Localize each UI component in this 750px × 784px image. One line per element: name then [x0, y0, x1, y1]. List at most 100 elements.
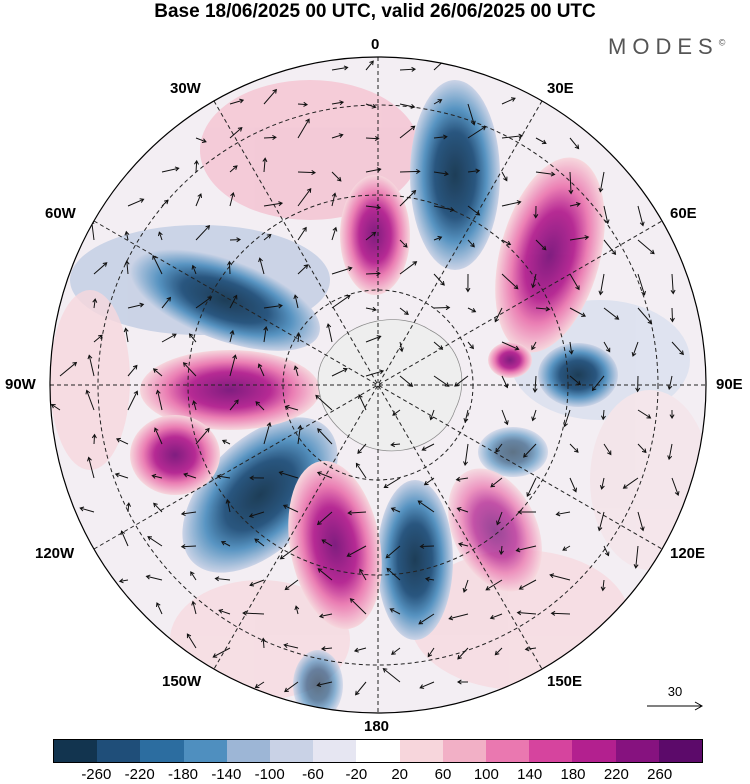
wind-arrow: [433, 235, 443, 241]
wind-arrow: [353, 647, 367, 653]
wind-arrow: [242, 610, 265, 616]
wind-arrow: [457, 647, 469, 660]
wind-arrow: [467, 341, 474, 350]
wind-arrow: [157, 231, 163, 241]
wind-arrow: [297, 264, 309, 275]
colorbar-tick-label: -100: [254, 766, 285, 783]
wind-arrow: [467, 239, 475, 248]
wind-arrow: [603, 205, 610, 225]
wind-arrow: [419, 681, 435, 689]
lon-label-90e: 90E: [716, 376, 743, 393]
wind-arrow: [455, 476, 469, 482]
wind-arrow: [365, 103, 377, 109]
wind-arrow: [467, 307, 477, 313]
wind-arrow: [182, 362, 197, 377]
wind-arrow: [637, 239, 655, 255]
wind-arrow: [263, 421, 272, 445]
wind-arrow: [524, 646, 537, 652]
wind-arrow: [195, 224, 211, 241]
lon-label-30e: 30E: [547, 80, 574, 97]
wind-arrow: [501, 239, 512, 246]
wind-arrow: [316, 471, 333, 479]
wind-arrow: [637, 273, 646, 296]
map-boundary: [49, 56, 707, 714]
wind-arrow: [603, 341, 611, 353]
wind-arrow: [297, 170, 317, 176]
wind-arrow: [385, 545, 401, 559]
wind-arrow: [399, 125, 416, 139]
wind-arrow: [399, 307, 409, 316]
wind-arrow: [229, 294, 238, 309]
wind-arrow: [248, 511, 265, 518]
wind-arrow: [600, 579, 606, 592]
wind-arrow: [501, 375, 509, 389]
wind-arrow: [456, 507, 469, 513]
wind-arrow: [433, 134, 448, 140]
wind-arrow: [591, 375, 605, 392]
wind-arrow: [216, 474, 231, 479]
colorbar: [53, 739, 703, 763]
wind-arrow: [316, 511, 333, 526]
wind-arrow: [637, 409, 652, 419]
wind-arrow: [124, 260, 130, 275]
wind-arrow: [297, 101, 309, 107]
wind-arrow: [399, 66, 417, 72]
wind-arrow: [365, 271, 381, 276]
wind-arrow: [637, 443, 647, 454]
wind-arrow: [398, 341, 404, 353]
lon-label-120e: 120E: [670, 545, 706, 562]
wind-arrow: [419, 543, 435, 549]
anomaly-cell-negative: [410, 80, 500, 270]
wind-arrow: [433, 273, 445, 286]
anomaly-cell-negative: [538, 343, 618, 407]
wind-arrow: [389, 608, 401, 615]
wind-arrow: [263, 303, 283, 309]
wind-arrow: [669, 307, 675, 323]
anomaly-cell-positive: [140, 350, 320, 430]
wind-arrow: [346, 545, 367, 557]
wind-arrow: [115, 437, 129, 445]
wind-arrow: [161, 333, 177, 343]
wind-arrow: [155, 602, 163, 615]
wind-arrow: [563, 409, 571, 428]
wind-arrow: [293, 294, 299, 309]
wind-arrow: [603, 307, 620, 320]
lon-label-90w: 90W: [5, 376, 36, 393]
colorbar-swatch: [97, 740, 141, 762]
wind-arrow: [318, 613, 333, 619]
wind-arrow: [390, 507, 401, 513]
wind-arrow: [263, 88, 277, 105]
colorbar-tick-label: 220: [603, 766, 629, 783]
wind-arrow: [433, 205, 455, 212]
wind-arrow: [263, 326, 269, 343]
colorbar-tick-label: 260: [647, 766, 673, 783]
wind-arrow: [569, 202, 581, 207]
wind-arrow: [458, 542, 469, 547]
wind-arrow: [257, 363, 265, 377]
colorbar-ticks: -260 -220 -180 -140 -100 -60 -20 20 60 100 140 180 2…: [0, 766, 750, 784]
wind-arrow: [365, 204, 382, 210]
wind-arrow: [127, 198, 145, 207]
wind-arrow: [494, 647, 503, 656]
wind-arrow: [399, 375, 414, 387]
wind-arrow: [118, 578, 129, 584]
wind-arrow: [399, 189, 417, 207]
wind-arrow: [365, 231, 377, 241]
colorbar-swatch: [356, 740, 400, 762]
wind-arrow: [399, 261, 418, 275]
wind-arrow: [429, 409, 435, 421]
wind-arrow: [498, 545, 504, 556]
wind-arrow: [127, 364, 138, 377]
colorbar-swatch: [54, 740, 98, 762]
brand-logo: MODES©: [608, 34, 726, 59]
wind-arrow: [284, 681, 299, 693]
wind-vectors: [50, 57, 684, 696]
wind-arrow: [382, 668, 401, 683]
wind-arrow: [427, 647, 435, 658]
anomaly-cell-positive: [130, 415, 220, 495]
wind-arrow: [531, 409, 537, 422]
wind-arrow: [229, 237, 241, 243]
wind-arrow: [637, 511, 645, 532]
wind-arrow: [501, 409, 509, 426]
